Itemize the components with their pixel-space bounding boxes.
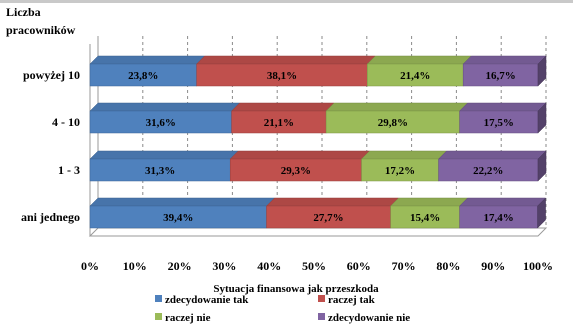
legend-label: raczej tak bbox=[328, 294, 376, 306]
legend-label: zdecydowanie nie bbox=[328, 312, 410, 324]
data-label: 29,8% bbox=[378, 117, 408, 129]
data-label: 15,4% bbox=[410, 212, 440, 224]
x-tick-label: 70% bbox=[392, 259, 416, 273]
data-label: 17,4% bbox=[483, 212, 513, 224]
data-label: 31,6% bbox=[146, 117, 176, 129]
legend-swatch bbox=[155, 313, 162, 320]
top-border bbox=[0, 0, 573, 3]
category-labels: powyżej 10 4 - 10 1 - 3 ani jednego bbox=[21, 68, 80, 224]
data-label: 38,1% bbox=[267, 70, 297, 82]
legend-label: raczej nie bbox=[165, 312, 211, 324]
x-tick-label: 100% bbox=[523, 259, 553, 273]
legend-item: zdecydowanie tak bbox=[155, 294, 249, 306]
bar-segment bbox=[437, 150, 547, 182]
legend-label: zdecydowanie tak bbox=[165, 294, 249, 306]
bar-segment bbox=[265, 197, 400, 229]
data-label: 23,8% bbox=[128, 70, 158, 82]
legend-swatch bbox=[318, 295, 325, 302]
x-tick-label: 10% bbox=[123, 259, 147, 273]
category-label: 1 - 3 bbox=[58, 163, 80, 177]
legend: zdecydowanie tak raczej tak raczej nie zdec… bbox=[155, 294, 410, 324]
x-tick-label: 50% bbox=[302, 259, 326, 273]
bar-segment bbox=[89, 102, 241, 134]
bar-segment bbox=[366, 55, 472, 87]
category-label: ani jednego bbox=[21, 210, 80, 224]
bars bbox=[89, 55, 547, 229]
legend-item: zdecydowanie nie bbox=[318, 312, 410, 324]
category-label: powyżej 10 bbox=[23, 68, 80, 82]
data-label: 21,4% bbox=[400, 70, 430, 82]
x-tick-label: 20% bbox=[168, 259, 192, 273]
x-tick-label: 0% bbox=[81, 259, 99, 273]
y-axis-title-line-1: Liczba bbox=[6, 5, 41, 19]
y-axis: Liczba pracowników bbox=[6, 5, 76, 37]
data-label: 39,4% bbox=[163, 212, 193, 224]
x-tick-label: 90% bbox=[481, 259, 505, 273]
x-axis-ticks: 0% 10% 20% 30% 40% 50% 60% 70% 80% 90% 100% bbox=[81, 259, 553, 273]
data-label: 17,2% bbox=[385, 165, 415, 177]
category-label: 4 - 10 bbox=[52, 115, 80, 129]
data-label: 16,7% bbox=[485, 70, 515, 82]
x-tick-label: 60% bbox=[347, 259, 371, 273]
data-label: 27,7% bbox=[313, 212, 343, 224]
x-tick-label: 80% bbox=[436, 259, 460, 273]
legend-swatch bbox=[318, 313, 325, 320]
bar-segment bbox=[458, 197, 547, 229]
bar-segment bbox=[462, 55, 547, 87]
bar-segment bbox=[458, 102, 547, 134]
legend-item: raczej nie bbox=[155, 312, 211, 324]
bar-segment bbox=[390, 197, 469, 229]
x-tick-label: 40% bbox=[257, 259, 281, 273]
x-tick-label: 30% bbox=[212, 259, 236, 273]
plot-floor bbox=[88, 227, 548, 237]
x-axis-title: Sytuacja finansowa jak przeszkoda bbox=[213, 283, 379, 295]
data-label: 21,1% bbox=[264, 117, 294, 129]
y-axis-title-line-2: pracowników bbox=[6, 23, 76, 37]
legend-item: raczej tak bbox=[318, 294, 376, 306]
bar-segment bbox=[360, 150, 448, 182]
data-label: 22,2% bbox=[473, 165, 503, 177]
legend-swatch bbox=[155, 295, 162, 302]
data-label: 17,5% bbox=[484, 117, 514, 129]
bar-segment bbox=[89, 197, 276, 229]
bar-segment bbox=[89, 150, 239, 182]
data-label: 31,3% bbox=[145, 165, 175, 177]
data-label: 29,3% bbox=[281, 165, 311, 177]
data-labels: 23,8% 38,1% 21,4% 16,7% 31,6% 21,1% 29,8% 17,5%… bbox=[128, 70, 516, 224]
bar-segment bbox=[196, 55, 376, 87]
